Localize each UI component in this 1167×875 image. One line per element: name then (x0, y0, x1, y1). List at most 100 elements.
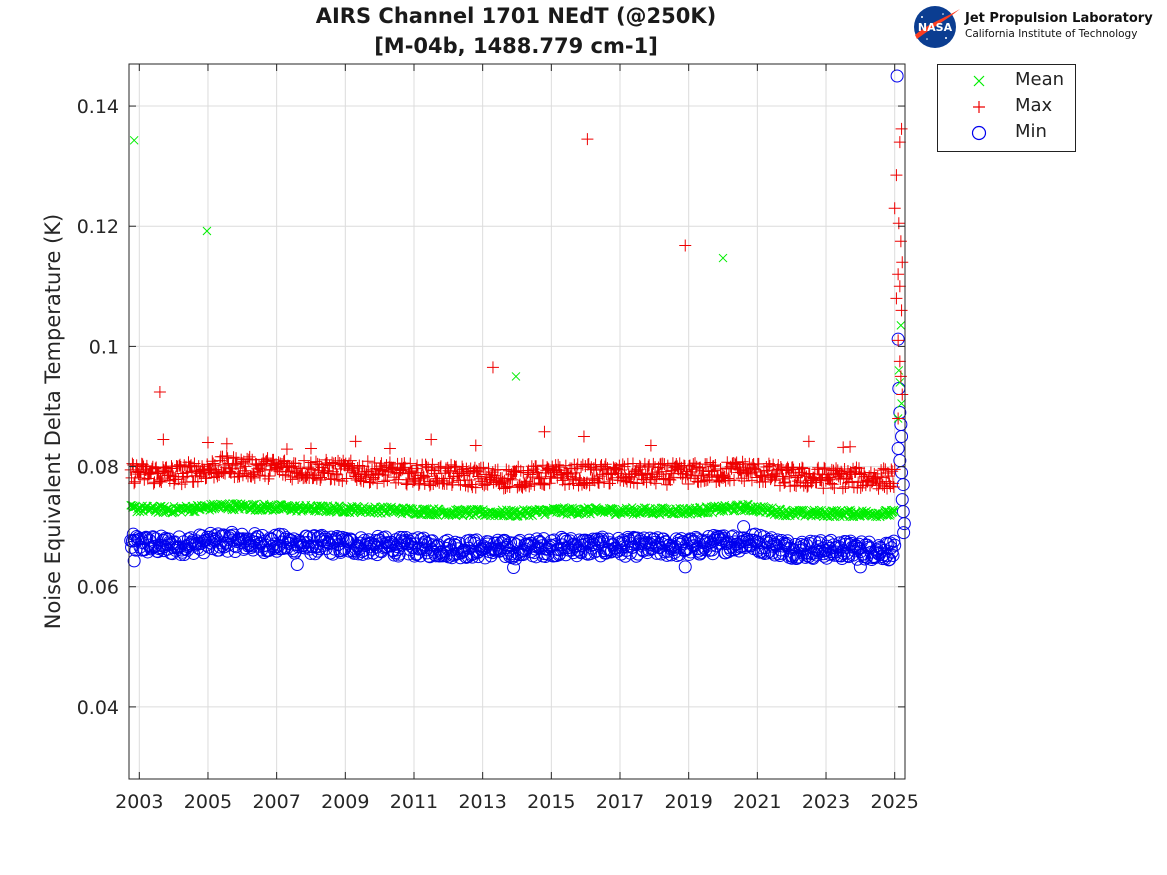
max-point (728, 457, 741, 470)
max-point (749, 463, 762, 476)
max-point (248, 471, 261, 484)
min-point (895, 466, 909, 480)
max-point (276, 468, 289, 481)
mean-point (888, 507, 898, 517)
max-point (199, 472, 212, 485)
max-point (626, 457, 639, 470)
max-point (220, 449, 233, 462)
y-tick-label: 0.1 (89, 336, 119, 358)
min-point (620, 540, 634, 554)
jpl-logo: NASA Jet Propulsion Laboratory Californi… (913, 5, 1153, 49)
max-point (583, 479, 596, 492)
max-point (796, 462, 809, 475)
max-point (543, 477, 556, 490)
legend-label-min: Min (1015, 121, 1047, 142)
max-point (615, 464, 628, 477)
max-point (332, 474, 345, 487)
max-point (850, 461, 863, 474)
max-point (821, 472, 834, 485)
mean-point (682, 504, 691, 514)
max-point (633, 459, 646, 472)
max-point (331, 468, 344, 481)
max-point (153, 475, 166, 488)
x-tick-label: 2019 (665, 791, 713, 813)
mean-point (156, 501, 166, 511)
x-tick-label: 2021 (733, 791, 781, 813)
min-point (370, 548, 384, 562)
max-point (466, 481, 479, 494)
max-point (239, 460, 252, 473)
max-point (893, 355, 906, 368)
max-point (147, 477, 160, 490)
min-point (623, 546, 637, 560)
max-point (404, 457, 417, 470)
max-point (881, 482, 894, 495)
max-point (794, 476, 807, 489)
max-point (888, 202, 901, 215)
mean-point (349, 508, 359, 518)
x-tick-label: 2007 (252, 791, 300, 813)
max-point (887, 481, 900, 494)
max-point (853, 462, 866, 475)
max-point (130, 459, 143, 472)
max-point (428, 467, 441, 480)
min-point (308, 547, 322, 561)
max-point (142, 468, 155, 481)
legend-marker-min (971, 125, 987, 141)
max-point (864, 466, 877, 479)
max-point (886, 465, 899, 478)
max-point (890, 169, 903, 182)
min-point (887, 534, 901, 548)
mean-point (496, 510, 505, 520)
max-point (349, 435, 362, 448)
max-point (157, 433, 170, 446)
max-point (133, 466, 146, 479)
max-point (379, 469, 392, 482)
mean-point (422, 510, 431, 520)
max-point (707, 460, 720, 473)
max-point (262, 472, 275, 485)
min-point (896, 478, 910, 492)
chart-legend: Mean Max Min (937, 64, 1076, 152)
mean-point (897, 399, 906, 408)
max-point (607, 461, 620, 474)
min-point (862, 535, 876, 549)
max-point (406, 475, 419, 488)
max-point (778, 477, 791, 490)
max-point (154, 473, 167, 486)
mean-point (129, 135, 139, 145)
max-point (346, 460, 359, 473)
max-point (140, 459, 153, 472)
max-point (841, 465, 854, 478)
min-point (570, 549, 584, 563)
max-point (832, 470, 845, 483)
max-point (173, 459, 186, 472)
max-point (231, 470, 244, 483)
max-point (207, 457, 220, 470)
min-point (890, 69, 904, 83)
plot-area (124, 69, 911, 575)
min-point (496, 534, 510, 548)
min-point (278, 532, 292, 546)
max-point (302, 461, 315, 474)
min-point (886, 548, 900, 562)
mean-point (894, 366, 904, 375)
max-point (807, 471, 820, 484)
org-subtitle: California Institute of Technology (965, 28, 1138, 40)
max-point (664, 473, 677, 486)
max-point (326, 456, 339, 469)
min-point (330, 529, 344, 543)
x-tick-label: 2025 (871, 791, 919, 813)
mean-point (883, 510, 893, 520)
x-tick-label: 2013 (458, 791, 506, 813)
mean-point (208, 499, 218, 509)
org-name: Jet Propulsion Laboratory (965, 11, 1153, 26)
max-point (156, 472, 169, 485)
max-point (413, 477, 426, 490)
max-point (377, 475, 390, 488)
x-tick-label: 2017 (596, 791, 644, 813)
max-point (287, 460, 300, 473)
max-point (153, 386, 166, 399)
grid-lines (129, 64, 905, 779)
